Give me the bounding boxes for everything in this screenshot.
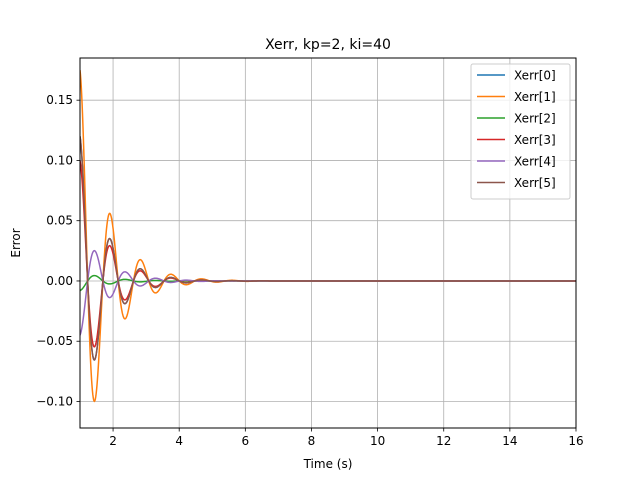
x-axis-label: Time (s) (303, 457, 353, 471)
x-axis-ticks: 2 4 6 8 10 12 14 16 (109, 428, 584, 448)
y-tick-label: −0.05 (36, 334, 73, 348)
plot-frame (79, 57, 577, 429)
legend-label: Xerr[5] (514, 176, 556, 190)
legend-label: Xerr[0] (514, 69, 556, 83)
x-tick-label: 6 (242, 434, 250, 448)
plot-lines (80, 69, 576, 403)
y-tick-label: 0.00 (46, 274, 73, 288)
y-tick-label: 0.05 (46, 214, 73, 228)
y-axis-label: Error (9, 228, 23, 257)
legend-box (470, 63, 571, 200)
y-tick-label: 0.15 (46, 93, 73, 107)
legend-label: Xerr[1] (514, 90, 556, 104)
y-tick-label: −0.10 (36, 394, 73, 408)
x-tick-label: 16 (568, 434, 583, 448)
x-tick-label: 8 (308, 434, 316, 448)
y-axis-ticks: −0.10 −0.05 0.00 0.05 0.10 0.15 (36, 93, 80, 408)
x-tick-label: 4 (175, 434, 183, 448)
legend-label: Xerr[3] (514, 133, 556, 147)
x-tick-label: 2 (109, 434, 117, 448)
legend-label: Xerr[4] (514, 155, 556, 169)
legend: Xerr[0] Xerr[1] Xerr[2] Xerr[3] Xerr[4] Xerr[… (470, 63, 571, 200)
x-tick-label: 12 (436, 434, 451, 448)
y-tick-label: 0.10 (46, 153, 73, 167)
x-tick-label: 14 (502, 434, 517, 448)
series-line-5 (80, 136, 576, 361)
x-tick-label: 10 (370, 434, 385, 448)
legend-label: Xerr[2] (514, 112, 556, 126)
chart-title: Xerr, kp=2, ki=40 (265, 37, 391, 53)
